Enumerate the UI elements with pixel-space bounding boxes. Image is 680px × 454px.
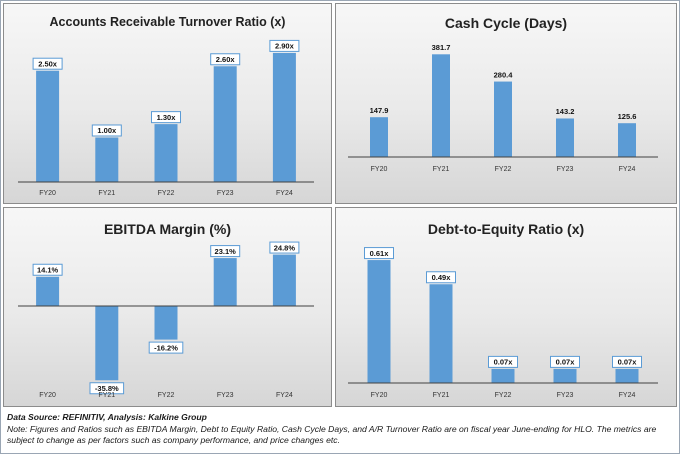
x-tick-label: FY22 (158, 392, 175, 399)
chart-title: Accounts Receivable Turnover Ratio (x) (50, 15, 286, 29)
data-label: 125.6 (618, 112, 637, 121)
bar-fy20 (367, 260, 391, 383)
data-label: -16.2% (154, 343, 178, 352)
data-label-box (32, 57, 63, 70)
data-label: 2.90x (275, 42, 295, 51)
data-label-box (426, 271, 456, 284)
x-tick-label: FY23 (217, 392, 234, 399)
data-label-box (148, 341, 184, 354)
x-tick-label: FY21 (433, 166, 450, 173)
x-tick-label: FY20 (371, 166, 388, 173)
x-tick-label: FY24 (276, 190, 293, 197)
chart-svg: Debt-to-Equity Ratio (x) 0.61x FY20 0.49x FY… (348, 221, 658, 399)
bar-fy22 (154, 306, 178, 340)
bar-fy20 (370, 117, 388, 157)
data-source-text: Data Source: REFINITIV, Analysis: Kalkin… (7, 412, 207, 422)
data-label-box (89, 382, 125, 395)
data-label: 280.4 (494, 70, 514, 79)
data-label: 2.60x (216, 55, 236, 64)
bar-fy24 (615, 368, 639, 383)
data-label-box (91, 124, 122, 137)
x-tick-label: FY24 (619, 392, 636, 399)
data-label: 1.30x (157, 113, 177, 122)
x-tick-label: FY24 (276, 392, 293, 399)
data-label-box (210, 53, 241, 66)
bar-fy21 (95, 306, 119, 381)
chart-title: EBITDA Margin (%) (104, 221, 231, 237)
ebitda-margin-panel: EBITDA Margin (%) 14.1% FY20 -35.8% FY21 -16.… (3, 207, 332, 407)
chart-svg: Accounts Receivable Turnover Ratio (x) 2.… (18, 15, 314, 197)
data-label-box (210, 245, 241, 258)
x-tick-label: FY23 (557, 166, 574, 173)
footer-notes: Data Source: REFINITIV, Analysis: Kalkin… (7, 412, 671, 447)
bar-fy24 (272, 254, 296, 306)
data-label: -35.8% (95, 384, 119, 393)
data-label-box (612, 355, 642, 368)
x-tick-label: FY24 (619, 166, 636, 173)
data-label-box (269, 39, 300, 52)
x-tick-label: FY20 (371, 392, 388, 399)
bar-fy22 (494, 81, 512, 157)
bar-fy22 (491, 368, 515, 383)
x-tick-label: FY22 (158, 190, 175, 197)
x-tick-label: FY23 (217, 190, 234, 197)
x-tick-label: FY20 (39, 190, 56, 197)
bar-fy21 (432, 54, 450, 158)
data-label: 14.1% (37, 265, 59, 274)
data-label-box (364, 247, 394, 260)
data-label: 0.49x (432, 273, 452, 282)
bar-fy22 (154, 124, 178, 182)
chart-svg: Cash Cycle (Days) 147.9 FY20 381.7 FY21 280.4… (348, 15, 658, 173)
data-label: 0.07x (618, 358, 638, 367)
data-label-box (151, 111, 181, 124)
data-label: 143.2 (556, 107, 575, 116)
bar-fy23 (213, 258, 237, 306)
bar-fy24 (272, 52, 296, 182)
chart-title: Cash Cycle (Days) (445, 15, 567, 31)
data-label: 2.50x (38, 59, 58, 68)
bar-fy21 (429, 284, 453, 383)
bar-fy24 (618, 123, 636, 157)
bar-fy23 (553, 368, 577, 383)
data-label: 0.61x (370, 249, 390, 258)
data-label: 24.8% (274, 243, 296, 252)
data-label-box (488, 355, 518, 368)
bar-fy21 (95, 137, 119, 182)
bar-fy23 (556, 118, 574, 157)
x-tick-label: FY22 (495, 166, 512, 173)
x-tick-label: FY21 (98, 190, 115, 197)
data-label-box (32, 263, 63, 276)
data-label: 0.07x (556, 358, 576, 367)
x-tick-label: FY20 (39, 392, 56, 399)
data-label-box (269, 241, 300, 254)
bar-fy20 (36, 276, 60, 306)
cash-cycle-panel: Cash Cycle (Days) 147.9 FY20 381.7 FY21 280.4… (335, 3, 677, 204)
data-label-box (550, 355, 580, 368)
data-label: 381.7 (432, 43, 451, 52)
data-label: 147.9 (370, 106, 389, 115)
x-tick-label: FY21 (98, 392, 115, 399)
x-tick-label: FY23 (557, 392, 574, 399)
bar-fy23 (213, 66, 237, 182)
note-text: Note: Figures and Ratios such as EBITDA … (7, 423, 657, 446)
x-tick-label: FY22 (495, 392, 512, 399)
chart-svg: EBITDA Margin (%) 14.1% FY20 -35.8%FY21 -16.… (18, 221, 314, 399)
debt-to-equity-panel: Debt-to-Equity Ratio (x) 0.61x FY20 0.49x FY… (335, 207, 677, 407)
data-label: 23.1% (215, 247, 237, 256)
bar-fy20 (36, 70, 60, 182)
chart-title: Debt-to-Equity Ratio (x) (428, 221, 584, 237)
ar-turnover-panel: Accounts Receivable Turnover Ratio (x) 2.… (3, 3, 332, 204)
data-label: 0.07x (494, 358, 514, 367)
data-label: 1.00x (97, 126, 117, 135)
x-tick-label: FY21 (433, 392, 450, 399)
